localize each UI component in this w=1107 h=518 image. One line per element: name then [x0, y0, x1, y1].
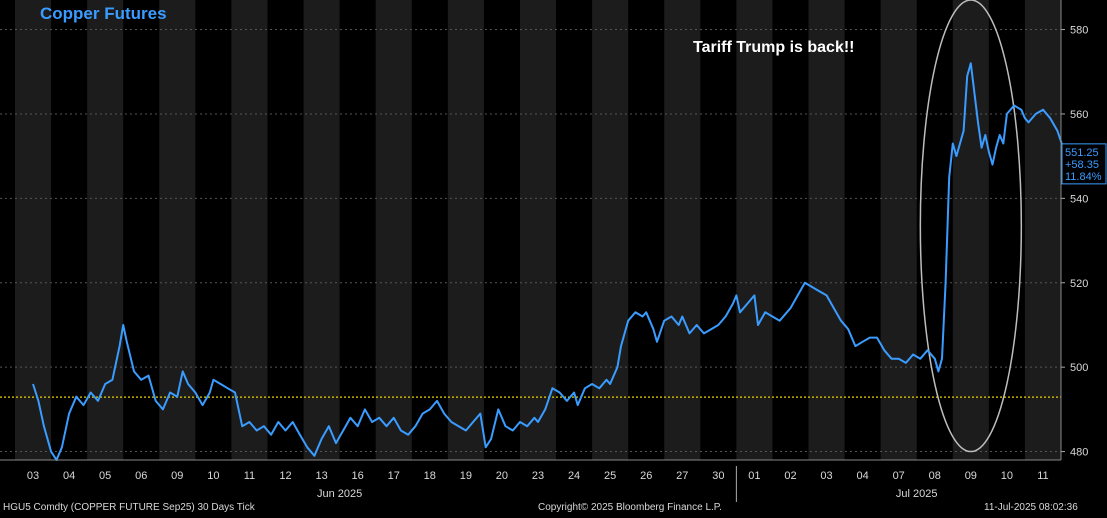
x-tick-label: 02	[784, 470, 796, 482]
highlight-circle	[919, 0, 1023, 453]
x-tick-label: 04	[63, 470, 75, 482]
day-band	[519, 0, 557, 460]
x-tick-label: 10	[1001, 470, 1013, 482]
day-band	[1024, 0, 1061, 460]
x-tick-label: 03	[820, 470, 832, 482]
x-tick-label: 04	[856, 470, 868, 482]
x-tick-label: 26	[640, 470, 652, 482]
gridlines	[0, 29, 1061, 453]
x-tick-label: 25	[604, 470, 616, 482]
day-band	[808, 0, 845, 460]
y-tick-label: 500	[1070, 362, 1088, 374]
x-tick-label: 05	[99, 470, 111, 482]
footer-timestamp: 11-Jul-2025 08:02:36	[984, 502, 1078, 513]
day-band	[231, 0, 268, 460]
last-pct-label: 11.84%	[1065, 171, 1102, 183]
day-band	[664, 0, 701, 460]
day-band	[592, 0, 629, 460]
day-band	[159, 0, 196, 460]
last-value-bg	[1061, 143, 1107, 185]
month-label: Jul 2025	[896, 488, 938, 500]
y-tick-label: 520	[1070, 278, 1088, 290]
y-tick-label: 480	[1070, 447, 1088, 459]
last-change-label: +58.35	[1065, 159, 1099, 171]
chart-title: Copper Futures	[40, 4, 167, 23]
y-tick-label: 560	[1070, 109, 1088, 121]
last-price-label: 551.25	[1065, 147, 1099, 159]
x-tick-label: 10	[207, 470, 219, 482]
x-tick-label: 12	[279, 470, 291, 482]
footer-ticker: HGU5 Comdty (COPPER FUTURE Sep25) 30 Day…	[3, 502, 255, 513]
day-band	[880, 0, 917, 460]
month-label: Jun 2025	[317, 488, 362, 500]
x-tick-label: 09	[171, 470, 183, 482]
annotation-text: Tariff Trump is back!!	[693, 39, 855, 56]
day-band	[375, 0, 412, 460]
day-band	[736, 0, 773, 460]
x-axis: 03 04 05 06 09 10 11 12 13 16 17 18 19 20 23 24 25 26 27 30…	[0, 459, 1061, 502]
y-tick-label: 580	[1070, 25, 1088, 37]
x-tick-label: 19	[460, 470, 472, 482]
x-tick-label: 11	[244, 470, 255, 482]
price-line	[32, 62, 1073, 461]
x-tick-label: 20	[496, 470, 508, 482]
x-tick-label: 07	[893, 470, 905, 482]
x-tick-label: 13	[315, 470, 327, 482]
x-tick-label: 16	[352, 470, 364, 482]
day-band	[15, 0, 52, 460]
day-band	[952, 0, 989, 460]
day-band	[447, 0, 484, 460]
last-value-box: 551.25 +58.35 11.84%	[1061, 143, 1107, 185]
x-tick-label: 11	[1037, 470, 1048, 482]
day-band	[87, 0, 124, 460]
x-tick-label: 23	[532, 470, 544, 482]
x-tick-label: 09	[965, 470, 977, 482]
y-tick-label: 540	[1070, 193, 1088, 205]
x-tick-label: 27	[676, 470, 688, 482]
x-tick-label: 17	[388, 470, 400, 482]
footer-copyright: Copyright© 2025 Bloomberg Finance L.P.	[538, 502, 722, 513]
y-axis: 480 500 520 540 560 580	[1060, 0, 1088, 460]
x-tick-label: 30	[712, 470, 724, 482]
x-tick-label: 06	[135, 470, 147, 482]
x-tick-label: 18	[424, 470, 436, 482]
x-tick-label: 08	[929, 470, 941, 482]
x-tick-label: 01	[748, 470, 760, 482]
x-tick-label: 24	[568, 470, 580, 482]
day-band	[303, 0, 340, 460]
day-bands	[15, 0, 1061, 460]
x-tick-label: 03	[27, 470, 39, 482]
